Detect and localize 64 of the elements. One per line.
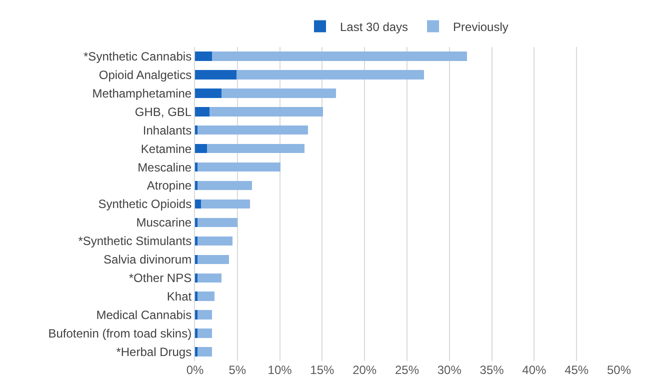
bar (209, 107, 324, 116)
y-tick-label: Bufotenin (from toad skins) (48, 326, 192, 340)
bar (195, 88, 222, 98)
bar (198, 254, 229, 264)
x-tick-label: 45% (564, 363, 589, 377)
y-tick-label: *Synthetic Cannabis (84, 49, 192, 64)
y-tick-label: Mescaline (138, 160, 192, 174)
y-tick-label: Ketamine (140, 142, 192, 156)
x-tick-label: 0% (186, 363, 204, 377)
x-tick-label: 35% (480, 363, 504, 377)
y-tick-label: Methamphetamine (92, 86, 192, 100)
y-tick-label: GHB, GBL (134, 104, 192, 119)
bar (198, 292, 214, 301)
bar (212, 52, 468, 61)
legend-label: Previously (453, 20, 508, 34)
x-tick-label: 15% (310, 363, 335, 377)
bar (195, 218, 198, 228)
x-tick-label: 10% (268, 363, 292, 377)
bar (206, 144, 304, 154)
bar (195, 52, 212, 61)
y-tick-label: Khat (166, 290, 192, 304)
bar (195, 236, 198, 246)
bar (198, 310, 212, 320)
bar (195, 310, 198, 320)
y-tick-label: Muscarine (136, 216, 192, 230)
bar (195, 292, 198, 301)
y-tick-label: *Synthetic Stimulants (78, 234, 192, 248)
y-tick-label: *Other NPS (128, 271, 192, 286)
bar (200, 199, 250, 209)
bar (195, 328, 198, 338)
x-tick-label: 40% (522, 363, 547, 377)
y-tick-label: Opioid Analgetics (98, 68, 192, 82)
bar (195, 254, 198, 264)
bar (195, 199, 201, 209)
y-tick-label: Medical Cannabis (96, 308, 192, 322)
bar (195, 347, 198, 356)
bar (198, 126, 308, 135)
x-tick-label: 25% (394, 363, 420, 377)
bar (195, 144, 207, 154)
bar (198, 180, 252, 190)
x-tick-label: 50% (606, 363, 632, 377)
y-tick-label: Inhalants (142, 123, 192, 138)
bar (195, 273, 198, 282)
legend-label: Last 30 days (340, 20, 408, 34)
y-tick-label: Atropine (146, 178, 192, 193)
y-tick-label: Synthetic Opioids (98, 197, 192, 212)
bar (198, 328, 212, 338)
bar (198, 236, 232, 246)
bar (198, 218, 238, 228)
x-tick-label: 20% (352, 363, 377, 377)
bar (195, 180, 198, 190)
bar (221, 88, 336, 98)
bar (198, 273, 222, 282)
bar (198, 347, 212, 356)
bar (198, 162, 281, 172)
bar (195, 162, 198, 172)
bar (195, 70, 237, 80)
bar (236, 70, 424, 80)
y-tick-label: Salvia divinorum (104, 252, 192, 267)
y-tick-label: *Herbal Drugs (116, 344, 192, 359)
x-tick-label: 30% (437, 363, 462, 377)
bar (195, 107, 210, 116)
x-tick-label: 5% (228, 363, 246, 377)
bar (195, 126, 198, 135)
